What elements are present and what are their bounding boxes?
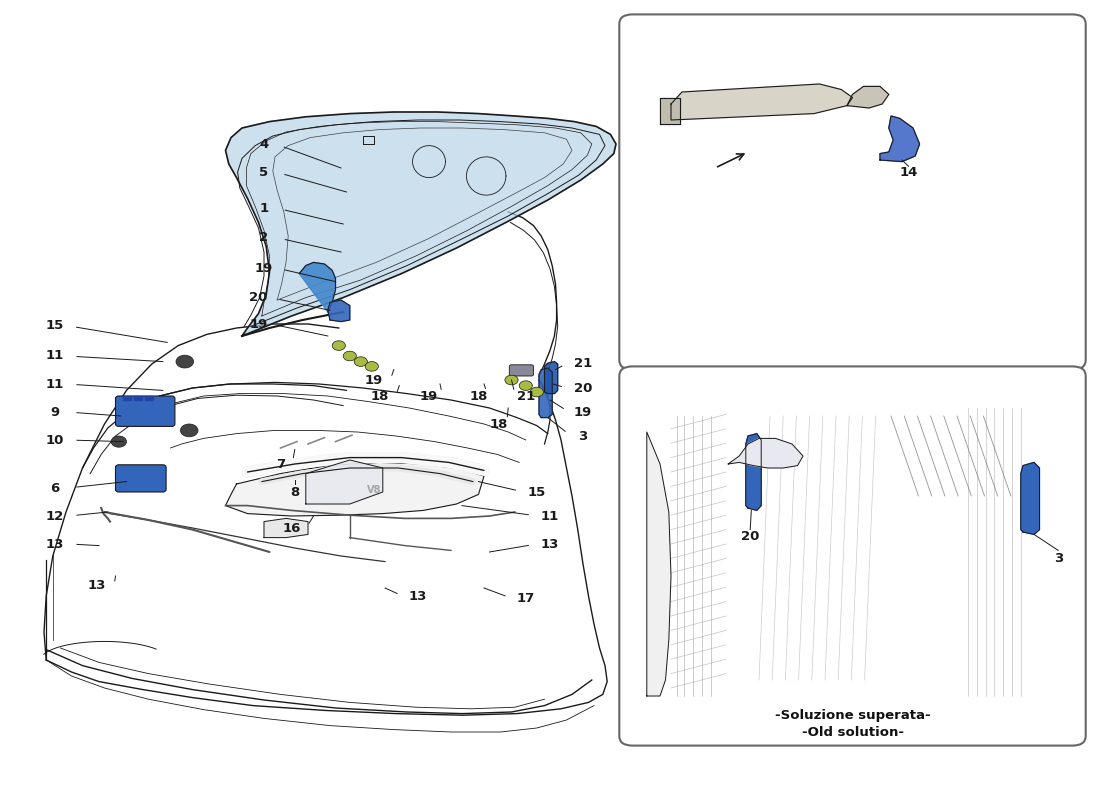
Text: 13: 13	[541, 538, 559, 550]
Text: 13: 13	[88, 579, 106, 592]
Polygon shape	[226, 462, 484, 516]
Polygon shape	[671, 84, 852, 120]
Text: 18: 18	[470, 390, 487, 402]
Circle shape	[180, 424, 198, 437]
Text: 11: 11	[46, 350, 64, 362]
Text: 1: 1	[260, 202, 268, 214]
Text: 3: 3	[1054, 552, 1063, 565]
Text: 21: 21	[574, 358, 592, 370]
Polygon shape	[306, 460, 383, 504]
Text: 14: 14	[900, 166, 917, 178]
Text: 3: 3	[579, 430, 587, 442]
Bar	[134, 396, 142, 400]
Circle shape	[530, 387, 543, 397]
Text: 6: 6	[51, 482, 59, 494]
Polygon shape	[728, 438, 803, 468]
Text: arfas: arfas	[755, 222, 961, 290]
Circle shape	[505, 375, 518, 385]
Polygon shape	[264, 518, 308, 538]
Text: 11: 11	[541, 510, 559, 522]
Text: 12: 12	[46, 510, 64, 522]
Text: 2: 2	[260, 231, 268, 244]
Text: 11: 11	[46, 378, 64, 390]
Bar	[123, 396, 131, 400]
Text: 4: 4	[260, 138, 268, 150]
Text: -Old solution-: -Old solution-	[802, 726, 903, 738]
Polygon shape	[660, 98, 680, 124]
Text: 15: 15	[528, 486, 546, 498]
Circle shape	[354, 357, 367, 366]
Circle shape	[365, 362, 378, 371]
FancyBboxPatch shape	[619, 366, 1086, 746]
Text: 20: 20	[741, 530, 759, 542]
Text: V8: V8	[366, 485, 382, 494]
Polygon shape	[647, 432, 671, 696]
Text: 18: 18	[490, 418, 507, 430]
Text: 17: 17	[517, 592, 535, 605]
Text: 10: 10	[46, 434, 64, 446]
Polygon shape	[880, 116, 920, 162]
Bar	[145, 396, 153, 400]
Text: 21: 21	[517, 390, 535, 402]
Text: 13: 13	[409, 590, 427, 602]
Circle shape	[176, 355, 194, 368]
Text: 18: 18	[371, 390, 388, 402]
FancyBboxPatch shape	[619, 14, 1086, 370]
Text: 19: 19	[574, 406, 592, 418]
Polygon shape	[544, 362, 558, 394]
Text: 8: 8	[290, 486, 299, 498]
Circle shape	[111, 436, 126, 447]
Polygon shape	[226, 112, 616, 336]
Polygon shape	[1021, 462, 1040, 534]
Polygon shape	[328, 300, 350, 322]
Polygon shape	[299, 262, 336, 312]
Text: 19: 19	[365, 374, 383, 386]
Circle shape	[343, 351, 356, 361]
Text: 15: 15	[46, 319, 64, 332]
Text: 19: 19	[420, 390, 438, 402]
Text: 20: 20	[250, 291, 267, 304]
Text: 9: 9	[51, 406, 59, 418]
Text: 13: 13	[46, 538, 64, 550]
Circle shape	[519, 381, 532, 390]
Text: 5: 5	[260, 166, 268, 178]
Circle shape	[332, 341, 345, 350]
Polygon shape	[539, 368, 552, 418]
Text: 19: 19	[250, 318, 267, 330]
FancyBboxPatch shape	[116, 396, 175, 426]
Text: 20: 20	[574, 382, 592, 394]
Polygon shape	[746, 434, 761, 510]
Text: 16: 16	[283, 522, 300, 534]
Text: anced995: anced995	[776, 319, 940, 353]
FancyBboxPatch shape	[116, 465, 166, 492]
Text: 19: 19	[255, 262, 273, 274]
Polygon shape	[847, 86, 889, 108]
Text: 7: 7	[276, 458, 285, 470]
FancyBboxPatch shape	[509, 365, 534, 376]
Text: -Soluzione superata-: -Soluzione superata-	[774, 710, 931, 722]
